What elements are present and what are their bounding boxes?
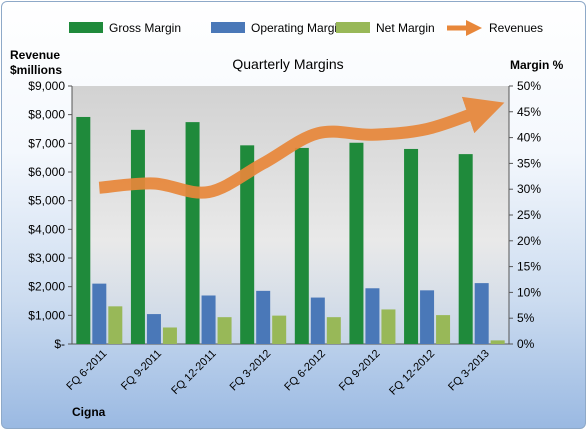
left-axis-tick: $8,000 (28, 108, 65, 122)
legend-swatch-operating-margin (211, 22, 245, 33)
company-label: Cigna (72, 405, 106, 419)
left-axis-tick: $- (54, 337, 65, 351)
bar-operating-margin (420, 290, 435, 344)
left-axis-tick: $3,000 (28, 251, 65, 265)
bar-operating-margin (310, 297, 325, 344)
bar-operating-margin (474, 283, 489, 344)
bar-net-margin (381, 309, 396, 344)
right-axis-tick: 40% (517, 131, 541, 145)
bar-operating-margin (365, 288, 380, 344)
left-axis-label-line2: $millions (10, 63, 62, 77)
bar-operating-margin (92, 283, 107, 344)
left-axis-tick: $1,000 (28, 308, 65, 322)
bar-gross-margin (349, 142, 364, 344)
bar-gross-margin (76, 116, 91, 345)
chart-title: Quarterly Margins (232, 56, 343, 72)
bar-gross-margin (404, 148, 419, 344)
bar-gross-margin (240, 145, 255, 344)
x-axis-tick: FQ 6-2011 (64, 348, 109, 393)
legend-label-revenues: Revenues (489, 21, 543, 35)
bar-operating-margin (256, 290, 271, 344)
bar-net-margin (326, 317, 341, 344)
left-axis-tick: $2,000 (28, 280, 65, 294)
right-axis-label: Margin % (510, 58, 564, 72)
legend: Gross Margin Operating Margin Net Margin… (69, 19, 543, 36)
legend-label-operating-margin: Operating Margin (251, 21, 344, 35)
left-axis-label-line1: Revenue (10, 48, 60, 62)
legend-label-net-margin: Net Margin (376, 21, 435, 35)
bar-net-margin (272, 315, 287, 344)
left-axis-tick: $9,000 (28, 79, 65, 93)
right-axis-tick: 30% (517, 182, 541, 196)
bar-operating-margin (146, 314, 161, 344)
bar-gross-margin (185, 122, 200, 345)
bar-gross-margin (458, 154, 473, 344)
bar-net-margin (162, 327, 177, 344)
legend-swatch-net-margin (336, 22, 370, 33)
left-axis-tick: $4,000 (28, 222, 65, 236)
right-axis-tick: 45% (517, 105, 541, 119)
bar-gross-margin (294, 147, 309, 344)
x-axis-tick: FQ 6-2012 (282, 348, 328, 394)
right-axis-tick: 15% (517, 260, 541, 274)
legend-label-gross-margin: Gross Margin (109, 21, 181, 35)
bar-net-margin (490, 340, 505, 344)
right-axis-tick: 50% (517, 79, 541, 93)
legend-swatch-gross-margin (69, 22, 103, 33)
x-axis-tick: FQ 3-2012 (228, 348, 274, 394)
right-axis-tick: 25% (517, 208, 541, 222)
left-axis-tick: $6,000 (28, 165, 65, 179)
bar-net-margin (436, 315, 451, 344)
left-axis-tick: $7,000 (28, 136, 65, 150)
bar-net-margin (217, 317, 232, 344)
line-revenues (98, 96, 505, 199)
right-axis-tick: 0% (517, 337, 535, 351)
bar-net-margin (108, 306, 123, 344)
x-axis-tick: FQ 12-2011 (169, 348, 218, 397)
x-axis-tick: FQ 9-2012 (337, 348, 383, 394)
right-axis-tick: 10% (517, 285, 541, 299)
bar-gross-margin (130, 129, 145, 344)
right-axis-tick: 5% (517, 311, 535, 325)
right-axis-tick: 20% (517, 234, 541, 248)
right-axis-tick: 35% (517, 156, 541, 170)
bar-operating-margin (201, 295, 216, 344)
x-axis-tick: FQ 9-2011 (119, 348, 164, 393)
x-axis-tick: FQ 12-2012 (387, 348, 437, 398)
x-axis-tick: FQ 3-2013 (446, 348, 492, 394)
left-axis-tick: $5,000 (28, 194, 65, 208)
